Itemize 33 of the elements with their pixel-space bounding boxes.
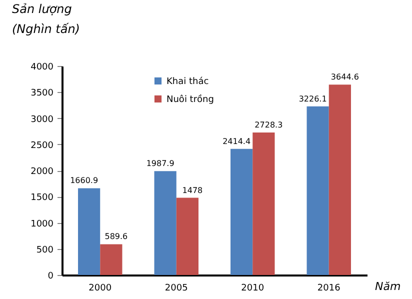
y-tick-label: 4000	[30, 62, 54, 72]
legend-label: Khai thác	[166, 76, 209, 87]
data-label: 1660.9	[70, 176, 98, 186]
y-tick-label: 1000	[30, 219, 54, 230]
y-tick-label: 3500	[30, 88, 54, 99]
data-label: 589.6	[104, 232, 128, 242]
bar	[78, 188, 100, 275]
bar	[252, 132, 275, 275]
data-label: 3226.1	[298, 94, 327, 104]
data-label: 1987.9	[146, 159, 174, 168]
y-axis-title: Sản lượng (Nghìn tấn)	[12, 2, 80, 36]
data-label: 2414.4	[222, 136, 251, 146]
bar	[230, 148, 253, 275]
y-tick-label: 3000	[30, 114, 54, 125]
bar	[306, 106, 329, 275]
data-label: 1478	[182, 186, 203, 195]
bar	[100, 244, 122, 275]
x-tick-label: 2005	[164, 284, 188, 294]
y-tick-label: 2500	[30, 140, 54, 151]
x-tick-label: 2016	[317, 284, 341, 294]
x-axis-title: Năm	[375, 280, 401, 293]
bar	[328, 84, 351, 275]
bar	[176, 198, 198, 275]
y-tick-label: 2000	[30, 167, 54, 177]
y-tick-label: 500	[36, 245, 54, 256]
data-label: 3644.6	[330, 72, 359, 82]
bar	[154, 171, 176, 275]
legend-label: Nuôi trồng	[166, 94, 214, 105]
y-tick-label: 0	[48, 272, 54, 282]
y-tick-label: 1500	[30, 193, 54, 204]
x-tick-label: 2010	[241, 284, 264, 294]
data-label: 2728.3	[254, 120, 283, 130]
x-tick-label: 2000	[88, 284, 112, 294]
